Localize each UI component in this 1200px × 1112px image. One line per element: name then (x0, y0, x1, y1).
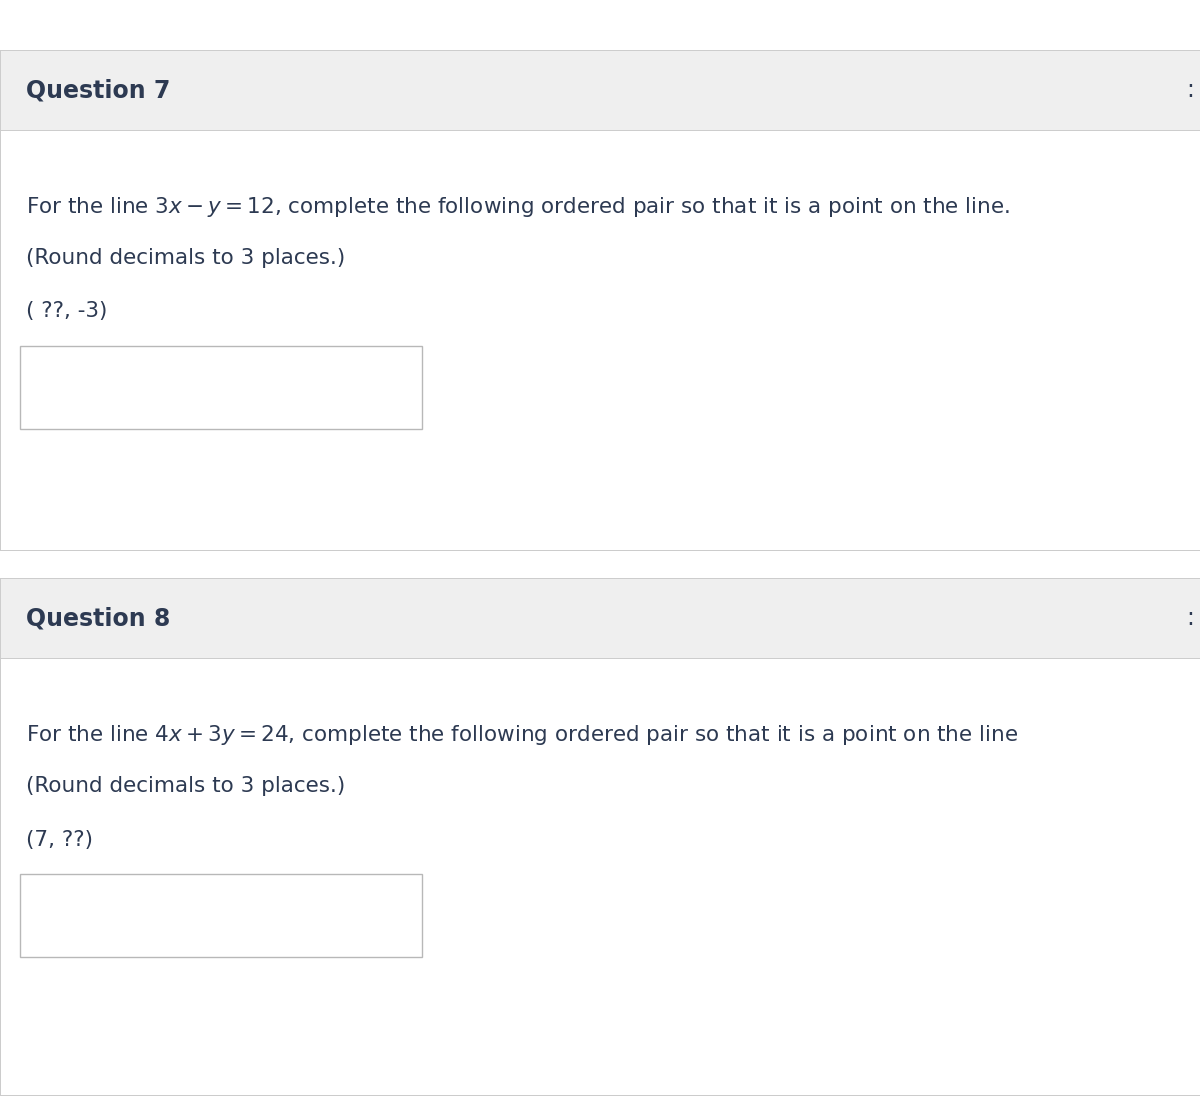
Text: (7, ??): (7, ??) (26, 830, 94, 850)
Text: ( ??, -3): ( ??, -3) (26, 301, 108, 321)
FancyBboxPatch shape (0, 578, 1200, 658)
FancyBboxPatch shape (20, 874, 422, 957)
FancyBboxPatch shape (0, 578, 1200, 1095)
Text: (Round decimals to 3 places.): (Round decimals to 3 places.) (26, 248, 346, 268)
FancyBboxPatch shape (20, 346, 422, 429)
Text: :: : (1186, 78, 1194, 102)
Text: (Round decimals to 3 places.): (Round decimals to 3 places.) (26, 776, 346, 796)
Text: For the line $4x + 3y = 24$, complete the following ordered pair so that it is a: For the line $4x + 3y = 24$, complete th… (26, 723, 1019, 747)
Text: Question 7: Question 7 (26, 78, 170, 102)
Text: For the line $3x - y = 12$, complete the following ordered pair so that it is a : For the line $3x - y = 12$, complete the… (26, 195, 1010, 219)
Text: Question 8: Question 8 (26, 606, 170, 631)
Text: :: : (1186, 606, 1194, 631)
FancyBboxPatch shape (0, 50, 1200, 130)
FancyBboxPatch shape (0, 50, 1200, 550)
